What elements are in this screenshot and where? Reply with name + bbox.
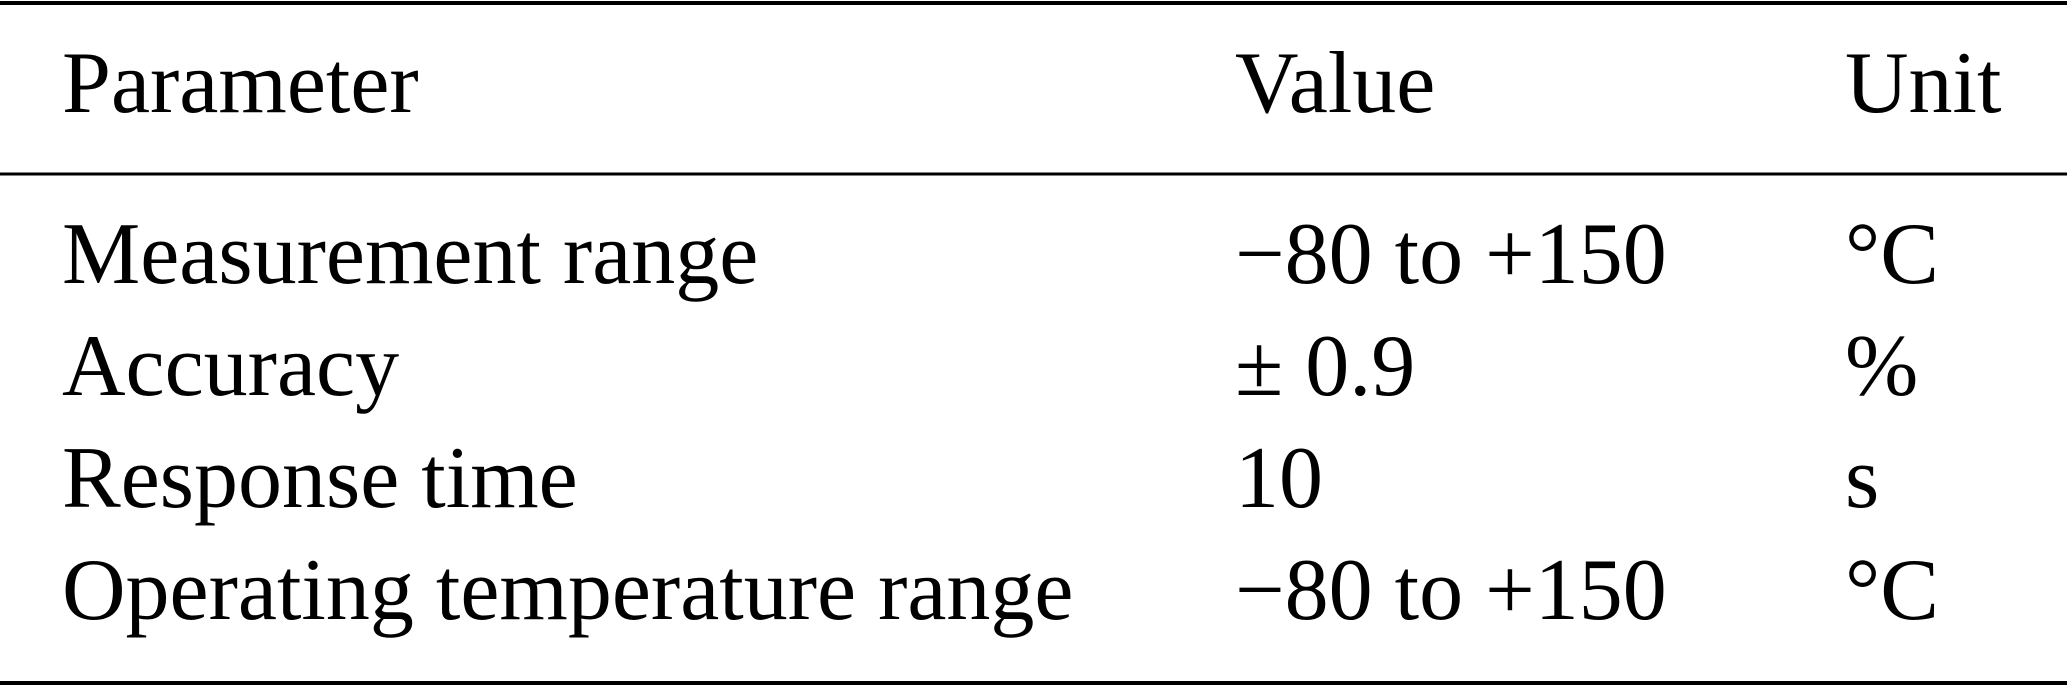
table-cell: −80 to +150 [1235, 206, 1667, 303]
table-cell: ± 0.9 [1235, 318, 1415, 415]
table-cell: °C [1845, 542, 1939, 639]
table-cell: °C [1845, 206, 1939, 303]
header-cell: Parameter [62, 35, 419, 132]
table-cell: 10 [1235, 430, 1323, 527]
table-cell: Response time [62, 430, 578, 527]
header-cell: Value [1235, 35, 1435, 132]
table-cell: Measurement range [62, 206, 758, 303]
header-cell: Unit [1845, 35, 2001, 132]
table-cell: s [1845, 430, 1879, 527]
table-cell: Accuracy [62, 318, 399, 415]
table-cell: % [1845, 318, 1918, 415]
table-cell: −80 to +150 [1235, 542, 1667, 639]
table-cell: Operating temperature range [62, 542, 1073, 639]
